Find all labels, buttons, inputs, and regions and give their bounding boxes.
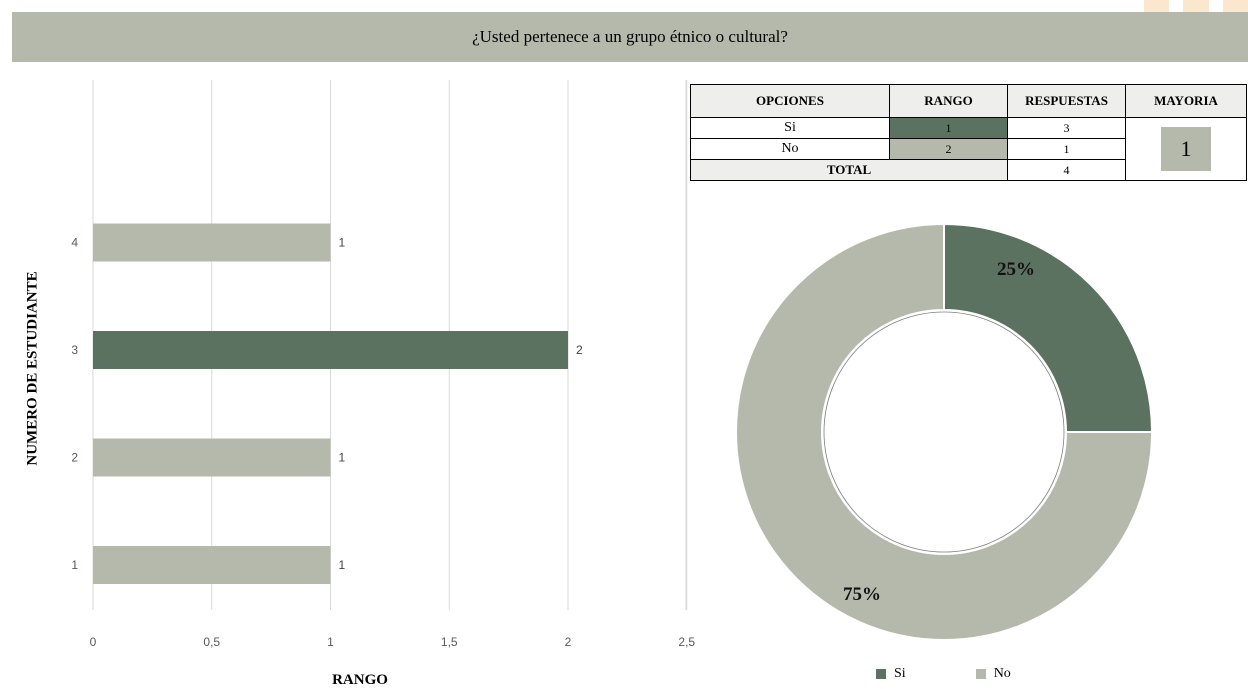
summary-table: OPCIONES RANGO RESPUESTAS MAYORIA Si 1 3… [690,84,1247,181]
donut-chart: 25% 75% [735,222,1154,641]
table-header-row: OPCIONES RANGO RESPUESTAS MAYORIA [690,84,1247,118]
cell-opcion: Si [690,117,890,139]
donut-legend: Si No [876,666,1011,682]
title-text: ¿Usted pertenece a un grupo étnico o cul… [472,27,788,46]
x-tick-label: 2,5 [678,635,695,649]
total-label: TOTAL [690,159,1008,181]
cell-mayoria: 1 [1125,117,1247,181]
data-label: 1 [339,236,346,250]
bar [93,331,568,369]
x-axis-label: RANGO [332,672,388,688]
slice-label-no: 75% [843,584,881,605]
data-label: 1 [339,558,346,572]
header-rango: RANGO [889,84,1008,118]
data-label: 2 [576,343,583,357]
table-total-row: TOTAL 4 [690,159,1247,181]
corner-decoration [1144,0,1248,14]
cell-respuestas: 1 [1007,138,1126,160]
header-opciones: OPCIONES [690,84,890,118]
x-tick-label: 1 [327,635,334,649]
header-respuestas: RESPUESTAS [1007,84,1126,118]
table-row: No 2 1 [690,138,1247,160]
donut-inner-ring [823,311,1065,553]
cell-rango: 2 [889,138,1008,160]
table-row: Si 1 3 1 [690,117,1247,181]
cell-rango: 1 [889,117,1008,139]
x-tick-label: 0 [90,635,97,649]
slice-label-si: 25% [997,259,1035,280]
bar [93,223,331,262]
total-value: 4 [1007,159,1126,181]
mayoria-value: 1 [1161,127,1211,171]
y-tick-label: 1 [71,558,78,572]
bar-chart: 0 0,5 1 1,5 2 2,5 1 1 2 1 3 2 4 1 [71,80,695,649]
cell-respuestas: 3 [1007,117,1126,139]
header-mayoria: MAYORIA [1125,84,1247,118]
y-tick-label: 3 [71,343,78,357]
donut-slice [735,222,1154,641]
legend-label-si: Si [894,666,906,681]
data-label: 1 [339,451,346,465]
x-tick-label: 2 [565,635,572,649]
legend-swatch-si [876,669,886,679]
legend-label-no: No [993,666,1011,681]
x-tick-label: 1,5 [441,635,458,649]
bar [93,546,331,584]
donut-slice [943,222,1154,433]
y-tick-label: 4 [71,236,78,250]
legend-item-si: Si [876,666,906,682]
bar [93,438,331,477]
y-axis-label: NUMERO DE ESTUDIANTE [24,271,41,466]
y-tick-label: 2 [71,451,78,465]
legend-swatch-no [975,669,986,679]
legend-item-no: No [975,666,1011,682]
x-tick-label: 0,5 [203,635,220,649]
chart-title: ¿Usted pertenece a un grupo étnico o cul… [12,12,1248,62]
cell-opcion: No [690,138,890,160]
